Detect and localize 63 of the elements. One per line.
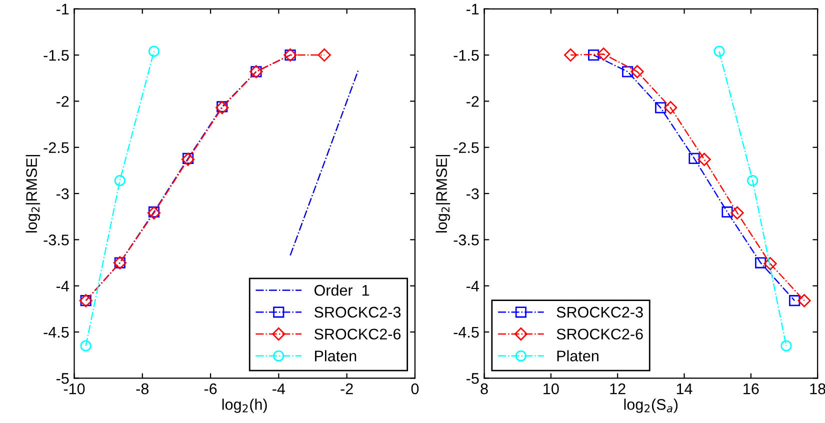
x-tick-label: -10 xyxy=(64,383,85,394)
y-tick-label: -4.5 xyxy=(44,327,69,338)
y-tick-label: -2.5 xyxy=(454,142,479,154)
point xyxy=(688,152,700,164)
y-axis-title: log$_{2}$|RMSE| xyxy=(26,155,40,232)
point xyxy=(747,175,758,186)
y-tick-label: -3 xyxy=(56,188,69,200)
y-tick-label: -5 xyxy=(466,373,479,384)
point xyxy=(664,101,678,114)
point xyxy=(755,257,766,268)
legend-label: SROCKC2-6 xyxy=(314,328,401,340)
point xyxy=(597,48,610,61)
x-tick-label: -6 xyxy=(204,383,217,394)
point xyxy=(148,46,160,57)
y-tick-label: -2 xyxy=(466,96,479,107)
point xyxy=(730,206,744,220)
y-tick-label: -1.5 xyxy=(44,50,69,61)
point xyxy=(114,175,126,186)
point xyxy=(80,340,92,352)
legend-label: SROCKC2-3 xyxy=(314,306,401,318)
x-tick-label: 14 xyxy=(676,384,692,394)
point xyxy=(780,340,792,352)
point xyxy=(588,49,600,61)
point xyxy=(564,48,578,62)
point xyxy=(798,294,811,308)
point xyxy=(714,46,725,57)
x-tick-label: 8 xyxy=(480,383,488,394)
y-tick-label: -4.5 xyxy=(454,327,479,338)
y-tick-label: -1.5 xyxy=(454,50,479,61)
x-tick-label: -4 xyxy=(272,384,286,394)
x-tick-label: 18 xyxy=(810,383,825,394)
legend-label: SROCKC2-6 xyxy=(556,328,643,340)
point xyxy=(630,65,644,78)
y-tick-label: -3.5 xyxy=(44,234,69,246)
point xyxy=(722,206,733,218)
x-tick-label: 16 xyxy=(744,383,759,394)
x-tick-label: -8 xyxy=(136,383,149,394)
x-tick-label: -2 xyxy=(340,383,353,394)
point xyxy=(655,102,666,114)
point xyxy=(789,295,800,306)
point xyxy=(764,257,777,270)
x-axis-title: log$_{2}$(h) xyxy=(222,398,267,413)
point xyxy=(698,152,711,166)
y-tick-label: -3.5 xyxy=(454,234,479,246)
x-tick-label: 10 xyxy=(544,383,559,394)
y-tick-label: -3 xyxy=(466,188,479,200)
x-axis-title: log$_{2}$(S$_{a}$) xyxy=(624,398,678,413)
x-tick-label: 0 xyxy=(411,383,419,394)
y-tick-label: -2.5 xyxy=(44,142,69,154)
y-tick-label: -4 xyxy=(56,280,69,292)
y-tick-label: -5 xyxy=(56,373,69,384)
y-tick-label: -2 xyxy=(56,96,69,107)
y-tick-label: -1 xyxy=(56,4,69,14)
y-axis-title: log$_{2}$|RMSE| xyxy=(436,155,450,232)
x-tick-label: 12 xyxy=(610,383,626,394)
legend-label: Platen xyxy=(557,350,598,362)
point xyxy=(622,66,634,78)
y-tick-label: -4 xyxy=(466,280,479,292)
legend-label: SROCKC2-3 xyxy=(556,306,643,318)
point xyxy=(318,48,331,62)
legend-label: Platen xyxy=(315,350,356,362)
legend-label: Order 1 xyxy=(314,284,370,296)
y-tick-label: -1 xyxy=(466,4,479,14)
